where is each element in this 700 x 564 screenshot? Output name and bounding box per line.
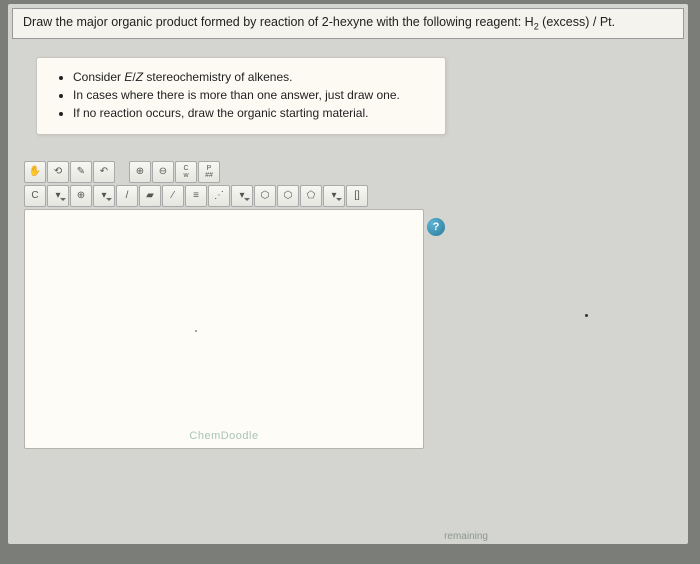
- wavy-label-icon: Cw: [183, 165, 188, 179]
- wedge-bond-tool[interactable]: ▰: [139, 185, 161, 207]
- benzene-tool[interactable]: ⬡: [254, 185, 276, 207]
- wavy-bond-tool[interactable]: Cw: [175, 161, 197, 183]
- hint-item: Consider E/Z stereochemistry of alkenes.: [73, 68, 431, 86]
- drawing-canvas[interactable]: ? ChemDoodle: [24, 209, 424, 449]
- periodic-label-icon: P##: [205, 165, 213, 179]
- periodic-tool[interactable]: P##: [198, 161, 220, 183]
- hints-list: Consider E/Z stereochemistry of alkenes.…: [51, 68, 431, 122]
- drawing-toolbar: ✋ ⟲ ✎ ↶ ⊕ ⊖ Cw P## C ▾ ⊕ ▾ / ▰ ⁄ ≡ ⋰ ▾: [24, 161, 688, 207]
- triple-bond-tool[interactable]: ≡: [185, 185, 207, 207]
- brackets-tool[interactable]: []: [346, 185, 368, 207]
- screen-area: Draw the major organic product formed by…: [8, 4, 688, 544]
- charge-dropdown[interactable]: ▾: [93, 185, 115, 207]
- lasso-tool[interactable]: ⟲: [47, 161, 69, 183]
- toolbar-row-1: ✋ ⟲ ✎ ↶ ⊕ ⊖ Cw P##: [24, 161, 688, 183]
- bond-dropdown[interactable]: ▾: [231, 185, 253, 207]
- hand-tool[interactable]: ✋: [24, 161, 46, 183]
- zoom-out-tool[interactable]: ⊖: [152, 161, 174, 183]
- footer-remaining: remaining: [444, 531, 488, 542]
- dashed-bond-tool[interactable]: ⋰: [208, 185, 230, 207]
- hint-item: If no reaction occurs, draw the organic …: [73, 104, 431, 122]
- undo-tool[interactable]: ↶: [93, 161, 115, 183]
- dust-speck: [195, 330, 197, 332]
- hints-box: Consider E/Z stereochemistry of alkenes.…: [36, 57, 446, 135]
- element-dropdown[interactable]: ▾: [47, 185, 69, 207]
- question-bar: Draw the major organic product formed by…: [12, 8, 684, 39]
- ring-dropdown[interactable]: ▾: [323, 185, 345, 207]
- hint-item: In cases where there is more than one an…: [73, 86, 431, 104]
- cyclopentane-tool[interactable]: ⬠: [300, 185, 322, 207]
- help-button[interactable]: ?: [427, 218, 445, 236]
- question-text: Draw the major organic product formed by…: [23, 15, 525, 29]
- monitor-bezel: Draw the major organic product formed by…: [0, 0, 700, 564]
- zoom-in-tool[interactable]: ⊕: [129, 161, 151, 183]
- screen-speck: [585, 314, 588, 317]
- cyclohexane-tool[interactable]: ⬡: [277, 185, 299, 207]
- chemdoodle-watermark: ChemDoodle: [189, 430, 258, 442]
- double-bond-tool[interactable]: ⁄: [162, 185, 184, 207]
- single-bond-tool[interactable]: /: [116, 185, 138, 207]
- element-c-tool[interactable]: C: [24, 185, 46, 207]
- eraser-tool[interactable]: ✎: [70, 161, 92, 183]
- toolbar-row-2: C ▾ ⊕ ▾ / ▰ ⁄ ≡ ⋰ ▾ ⬡ ⬡ ⬠ ▾ []: [24, 185, 688, 207]
- reagent-text: H2 (excess) / Pt.: [525, 15, 615, 29]
- charge-tool[interactable]: ⊕: [70, 185, 92, 207]
